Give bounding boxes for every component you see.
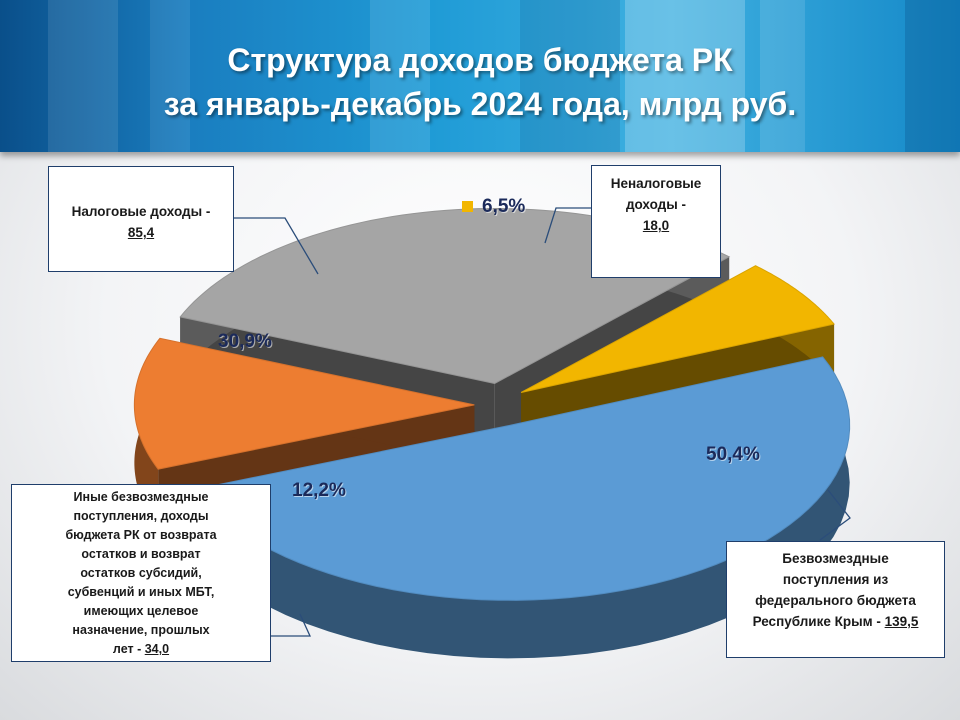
callout-federal: Безвозмездные поступления из федеральног… (726, 541, 945, 658)
nontax-swatch (462, 201, 473, 212)
leader-line-tax (230, 217, 319, 275)
callout-federal-line2: поступления из (782, 572, 889, 587)
callout-other: Иные безвозмездные поступления, доходы б… (11, 484, 271, 662)
title-line-2: за январь-декабрь 2024 года, млрд руб. (163, 86, 797, 122)
callout-tax-value: 85,4 (127, 225, 155, 240)
callout-nontax-value: 18,0 (642, 218, 670, 233)
callout-federal-line3: федерального бюджета (755, 593, 916, 608)
callout-other-line9: лет - (112, 642, 145, 656)
callout-other-line2: поступления, доходы (73, 509, 209, 523)
callout-tax-text: Налоговые доходы - (71, 204, 211, 219)
callout-other-line1: Иные безвозмездные (73, 490, 209, 504)
callout-nontax-line2: доходы - (625, 197, 687, 212)
callout-nontax-line1: Неналоговые (610, 176, 702, 191)
callout-other-line4: остатков и возврат (81, 547, 201, 561)
callout-other-line8: назначение, прошлых (72, 623, 210, 637)
leader-line-federal (819, 489, 851, 541)
pie-slice: Неналоговые доходы (520, 265, 835, 393)
leader-line-other (268, 613, 312, 637)
callout-other-line7: имеющих целевое (83, 604, 199, 618)
callout-federal-value: 139,5 (884, 614, 919, 629)
pie-slice-side (193, 356, 850, 659)
pie-slice: Иные безвозмездные поступления, доходы б… (133, 337, 475, 470)
callout-other-value: 34,0 (144, 642, 170, 656)
callout-other-line5: остатков субсидий, (80, 566, 202, 580)
pct-label-tax: 30,9% (218, 331, 272, 352)
callout-tax: Налоговые доходы - 85,4 (48, 166, 234, 272)
header-banner: Структура доходов бюджета РК за январь-д… (0, 0, 960, 152)
pie-slice: Безвозмездные поступления из федеральног… (192, 356, 851, 601)
chart-title: Структура доходов бюджета РК за январь-д… (0, 38, 960, 126)
pct-label-other: 12,2% (292, 480, 346, 501)
callout-federal-line1: Безвозмездные (782, 551, 889, 566)
leader-line-nontax (544, 207, 592, 244)
title-line-1: Структура доходов бюджета РК (227, 42, 733, 78)
callout-federal-line4: Республике Крым - (752, 614, 885, 629)
callout-nontax: Неналоговые доходы - 18,0 (591, 165, 721, 278)
pct-label-nontax: 6,5% (482, 196, 526, 217)
callout-other-line6: субвенций и иных МБТ, (67, 585, 215, 599)
callout-other-line3: бюджета РК от возврата (65, 528, 217, 542)
pct-label-federal: 50,4% (706, 444, 760, 465)
